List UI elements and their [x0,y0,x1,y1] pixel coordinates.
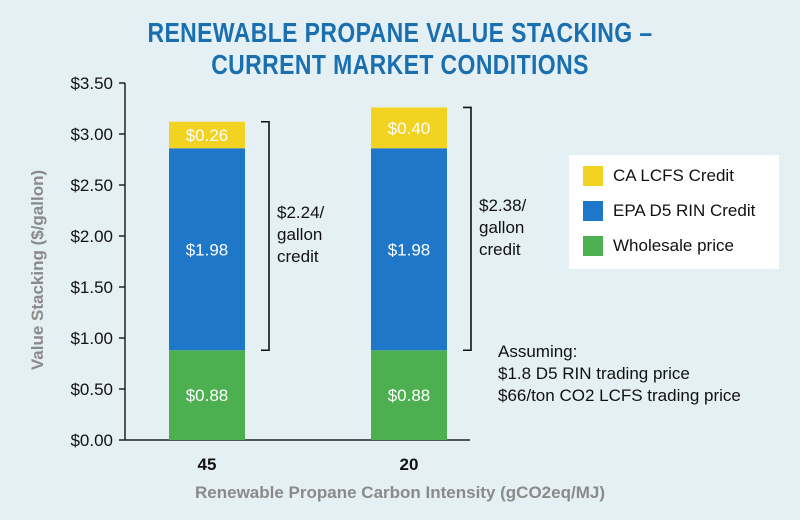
credit-annotation: credit [277,247,319,266]
chart-title-line-1: RENEWABLE PROPANE VALUE STACKING – [147,17,653,48]
legend-swatch-wholesale [583,236,603,256]
chart-title-line-2: CURRENT MARKET CONDITIONS [211,49,589,80]
note-line: $66/ton CO2 LCFS trading price [498,386,741,405]
data-label: $0.88 [186,386,229,405]
x-tick-label: 20 [400,455,419,474]
data-label: $0.88 [388,386,431,405]
y-tick-label: $0.50 [70,380,113,399]
y-tick-label: $3.50 [70,74,113,93]
legend-swatch-lcfs [583,166,603,186]
credit-annotation: gallon [479,218,524,237]
credit-annotation: credit [479,240,521,259]
note-line: $1.8 D5 RIN trading price [498,364,690,383]
legend: CA LCFS Credit EPA D5 RIN Credit Wholesa… [569,155,779,269]
bar-segment [169,121,245,149]
note-line: Assuming: [498,342,578,361]
x-axis-title: Renewable Propane Carbon Intensity (gCO2… [195,483,605,502]
legend-label: CA LCFS Credit [613,166,734,185]
legend-item: CA LCFS Credit [583,165,734,187]
legend-swatch-rin [583,201,603,221]
data-label: $0.26 [186,126,229,145]
data-label: $0.40 [388,119,431,138]
legend-label: Wholesale price [613,236,734,255]
credit-bracket [463,106,472,352]
x-tick-label: 45 [198,455,217,474]
data-label: $1.98 [388,240,431,259]
y-tick-label: $2.50 [70,176,113,195]
data-label: $1.98 [186,240,229,259]
credit-annotation: $2.38/ [479,196,527,215]
bar-segment [371,148,447,351]
legend-item: Wholesale price [583,235,734,257]
bar-segment [371,107,447,149]
bar-segment [169,148,245,351]
legend-label: EPA D5 RIN Credit [613,201,756,220]
y-tick-label: $2.00 [70,227,113,246]
y-tick-label: $1.00 [70,329,113,348]
y-tick-label: $0.00 [70,431,113,450]
bar-segment [169,350,245,440]
bar-segment [371,350,447,440]
y-axis-title: Value Stacking ($/gallon) [28,169,47,371]
legend-item: EPA D5 RIN Credit [583,200,755,222]
credit-annotation: $2.24/ [277,203,325,222]
credit-annotation: gallon [277,225,322,244]
y-tick-label: $3.00 [70,125,113,144]
y-tick-label: $1.50 [70,278,113,297]
credit-bracket [261,120,270,352]
